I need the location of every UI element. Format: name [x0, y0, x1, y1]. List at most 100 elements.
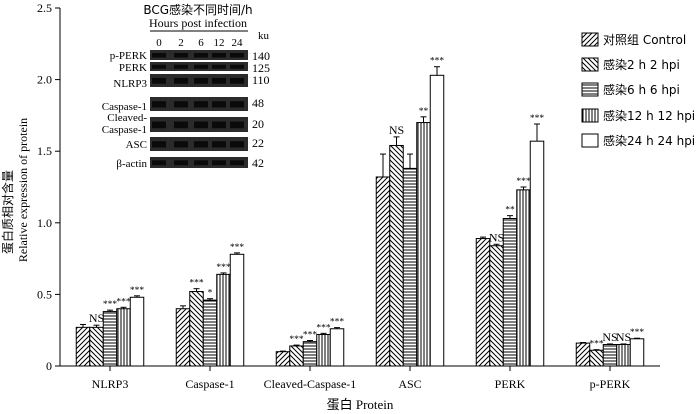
bar-asc-4 — [429, 74, 445, 367]
blot-lane-band — [194, 77, 208, 84]
blot-lane-band — [194, 160, 208, 166]
bar-p-perk-2 — [602, 344, 618, 367]
bar-perk-1 — [489, 245, 504, 367]
legend-label: 感染24 h 24 hpi — [603, 133, 695, 148]
bar-p-perk-0 — [575, 342, 591, 367]
x-tick-label: p-PERK — [590, 377, 631, 391]
bar-nlrp3-2 — [102, 311, 118, 367]
x-axis-label: 蛋白 Protein — [327, 397, 394, 412]
blot-lane-band — [212, 141, 226, 148]
y-ticks: 0 0.5 1.0 1.5 2.0 2.5 — [37, 1, 60, 373]
blot-lane-band — [212, 77, 226, 84]
bar-asc-3 — [416, 122, 431, 367]
blot-size-label: 42 — [252, 156, 264, 170]
significance-label: *** — [530, 114, 545, 124]
blot-lane-band — [152, 53, 166, 58]
bar-cleaved-caspase-1-2 — [302, 341, 318, 367]
blot-title: BCG感染不同时间/h — [143, 2, 252, 17]
significance-label: *** — [189, 279, 204, 289]
blot-lane-band — [230, 77, 244, 84]
legend-swatch — [581, 133, 599, 148]
blot-lane-band — [152, 101, 166, 108]
blot-lane-band — [194, 141, 208, 148]
blot-row-label: Caspase-1 — [102, 101, 147, 113]
bar-nlrp3-0 — [75, 326, 91, 367]
blot-lane-band — [230, 121, 244, 129]
significance-label: NS — [616, 330, 631, 344]
blot-row-label: ASC — [126, 139, 147, 151]
y-tick-label: 1.0 — [37, 216, 52, 230]
bar-nlrp3-4 — [129, 296, 145, 367]
blot-lane-band — [230, 141, 244, 148]
x-tick-label: PERK — [495, 377, 526, 391]
blot-lane-band — [152, 160, 166, 166]
blot-rows: p-PERK 140 PERK 125 NLRP3 110 Caspase-1 48 Cleav… — [102, 49, 270, 170]
blot-row-label: NLRP3 — [113, 78, 147, 90]
significance-label: *** — [116, 297, 131, 307]
blot-lane-band — [230, 101, 244, 108]
bar-caspase-1-3 — [216, 273, 231, 367]
bar-marks: NS*** ******************* *********NS*****… — [75, 57, 645, 367]
bar-p-perk-4 — [629, 338, 645, 367]
bar-cleaved-caspase-1-0 — [275, 351, 291, 367]
y-tick-label: 1.5 — [37, 144, 52, 158]
blot-row-label: Caspase-1 — [102, 124, 147, 136]
significance-label: *** — [330, 318, 345, 328]
significance-label: ** — [419, 107, 429, 117]
blot-unit: ku — [258, 30, 270, 42]
blot-time-label: 12 — [214, 37, 225, 49]
y-axis-label-en: Relative expression of protein — [16, 118, 30, 262]
blot-row-label: PERK — [119, 62, 147, 74]
bar-cleaved-caspase-1-3 — [316, 333, 331, 367]
blot-size-label: 140 — [252, 49, 270, 63]
bar-asc-1 — [389, 144, 404, 367]
bar-cleaved-caspase-1-4 — [329, 328, 345, 367]
significance-label: NS — [489, 230, 504, 244]
legend-swatch — [581, 108, 599, 123]
x-tick-label: Cleaved-Caspase-1 — [264, 377, 357, 391]
bar-p-perk-3 — [616, 344, 631, 367]
bar-cleaved-caspase-1-1 — [289, 345, 304, 367]
legend-swatch — [581, 57, 599, 72]
legend-swatch — [581, 32, 599, 47]
blot-time-points: 0 2 6 12 24 — [156, 37, 243, 49]
x-tick-label: Caspase-1 — [185, 377, 234, 391]
blot-lane-band — [174, 64, 188, 69]
significance-label: ** — [505, 206, 515, 216]
bar-p-perk-1 — [589, 349, 604, 367]
y-tick-label: 0 — [46, 359, 52, 373]
legend-label: 感染6 h 6 hpi — [603, 82, 680, 97]
legend-label: 感染12 h 12 hpi — [603, 108, 695, 123]
significance-label: *** — [589, 340, 604, 350]
significance-label: *** — [303, 331, 318, 341]
blot-lane-band — [194, 53, 208, 58]
significance-label: NS — [389, 123, 404, 137]
blot-time-label: 6 — [198, 37, 204, 49]
y-tick-label: 2.0 — [37, 73, 52, 87]
bar-caspase-1-4 — [229, 253, 245, 367]
x-ticks: NLRP3 Caspase-1 Cleaved-Caspase-1 ASC PERK p-… — [92, 366, 631, 391]
blot-lane-band — [174, 141, 188, 148]
significance-label: *** — [516, 177, 531, 187]
bar-perk-4 — [529, 140, 545, 367]
significance-label: *** — [230, 243, 245, 253]
bar-perk-2 — [502, 218, 518, 367]
blot-lane-band — [194, 121, 208, 129]
blot-time-label: 24 — [232, 37, 244, 49]
blot-lane-band — [152, 141, 166, 148]
blot-lane-band — [230, 160, 244, 166]
blot-size-label: 125 — [252, 61, 270, 75]
blot-lane-band — [212, 160, 226, 166]
blot-lane-band — [174, 160, 188, 166]
blot-time-label: 0 — [156, 37, 162, 49]
significance-label: *** — [316, 323, 331, 333]
x-tick-label: NLRP3 — [92, 377, 129, 391]
bar-nlrp3-1 — [89, 326, 104, 367]
y-axis-label-cn: 蛋白质相对含量 — [0, 170, 15, 254]
blot-lane-band — [174, 121, 188, 129]
significance-label: *** — [430, 57, 445, 67]
axes — [59, 8, 660, 367]
legend-swatch — [581, 82, 599, 97]
